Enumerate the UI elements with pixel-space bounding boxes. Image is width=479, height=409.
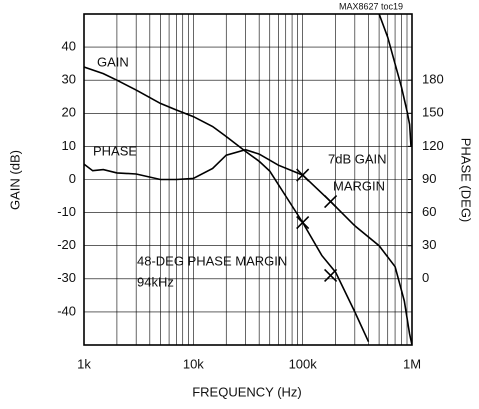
y-axis-label: GAIN (dB): [7, 150, 22, 210]
x-tick-label: 100k: [289, 356, 318, 371]
y-tick-label: -10: [57, 204, 76, 219]
plot: [84, 14, 412, 345]
x-tick-label: 1M: [403, 356, 421, 371]
series-line: [84, 66, 370, 343]
y-tick-label: -20: [57, 237, 76, 252]
y-tick-label: 40: [62, 39, 76, 54]
annotation: 7dB GAIN: [328, 151, 387, 166]
note: MAX8627 toc19: [339, 1, 403, 11]
y-tick-label: 30: [62, 72, 76, 87]
series-label: PHASE: [93, 143, 137, 158]
y2-tick-label: 150: [422, 105, 444, 120]
x-tick-label: 1k: [77, 356, 91, 371]
y-tick-label: 20: [62, 105, 76, 120]
y2-tick-label: 0: [422, 270, 429, 285]
y2-axis-label: PHASE (DEG): [459, 138, 474, 223]
y-tick-label: -30: [57, 270, 76, 285]
marker: [324, 268, 338, 283]
annotation: 48-DEG PHASE MARGIN: [137, 253, 287, 268]
y2-tick-label: 30: [422, 237, 436, 252]
x-tick-label: 10k: [183, 356, 204, 371]
y2-tick-label: 120: [422, 138, 444, 153]
annotation: MARGIN: [333, 178, 385, 193]
y-tick-label: 0: [69, 171, 76, 186]
marker: [296, 168, 310, 182]
x-axis-label: FREQUENCY (Hz): [192, 384, 302, 399]
series-line: [84, 14, 412, 345]
y2-tick-label: 180: [422, 72, 444, 87]
y2-tick-label: 90: [422, 171, 436, 186]
y2-tick-label: 60: [422, 204, 436, 219]
y-tick-label: -40: [57, 303, 76, 318]
marker: [324, 195, 338, 209]
annotation: 94kHz: [137, 274, 174, 289]
marker: [296, 215, 310, 230]
y-tick-label: 10: [62, 138, 76, 153]
series-label: GAIN: [97, 54, 129, 69]
